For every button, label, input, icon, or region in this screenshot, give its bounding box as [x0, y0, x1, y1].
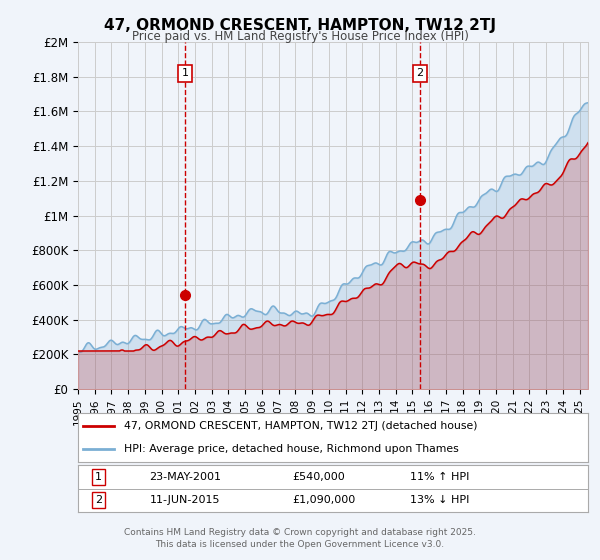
Text: 47, ORMOND CRESCENT, HAMPTON, TW12 2TJ: 47, ORMOND CRESCENT, HAMPTON, TW12 2TJ [104, 18, 496, 33]
Text: £1,090,000: £1,090,000 [292, 495, 355, 505]
Text: 11-JUN-2015: 11-JUN-2015 [149, 495, 220, 505]
Text: 2: 2 [416, 68, 424, 78]
Text: £540,000: £540,000 [292, 472, 345, 482]
Text: This data is licensed under the Open Government Licence v3.0.: This data is licensed under the Open Gov… [155, 540, 445, 549]
Text: 47, ORMOND CRESCENT, HAMPTON, TW12 2TJ (detached house): 47, ORMOND CRESCENT, HAMPTON, TW12 2TJ (… [124, 421, 478, 431]
Text: 13% ↓ HPI: 13% ↓ HPI [409, 495, 469, 505]
Text: Contains HM Land Registry data © Crown copyright and database right 2025.: Contains HM Land Registry data © Crown c… [124, 528, 476, 536]
Text: 1: 1 [95, 472, 102, 482]
Text: 23-MAY-2001: 23-MAY-2001 [149, 472, 221, 482]
Text: HPI: Average price, detached house, Richmond upon Thames: HPI: Average price, detached house, Rich… [124, 444, 458, 454]
Text: Price paid vs. HM Land Registry's House Price Index (HPI): Price paid vs. HM Land Registry's House … [131, 30, 469, 43]
Text: 1: 1 [181, 68, 188, 78]
Text: 11% ↑ HPI: 11% ↑ HPI [409, 472, 469, 482]
Text: 2: 2 [95, 495, 102, 505]
